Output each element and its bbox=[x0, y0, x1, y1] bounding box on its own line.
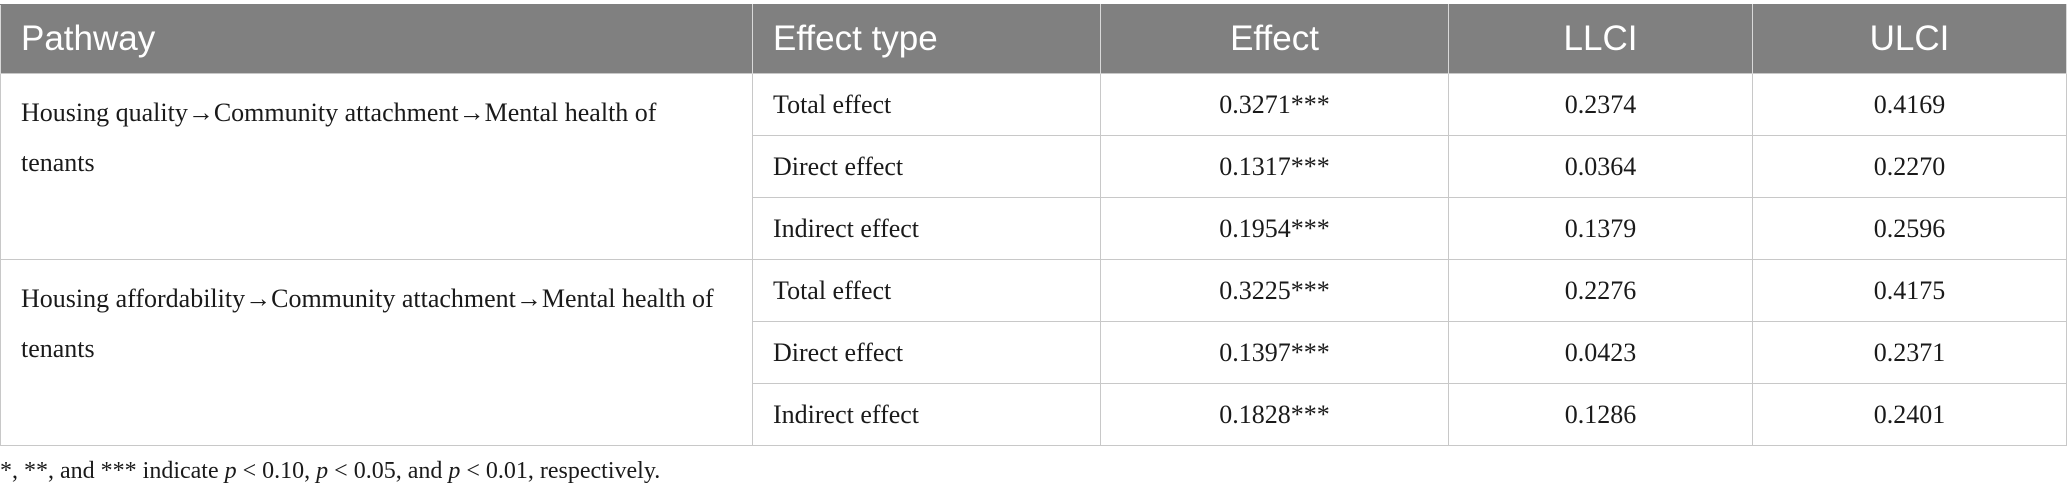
table-footnote: *, **, and *** indicate p < 0.10, p < 0.… bbox=[0, 458, 660, 485]
ulci-cell: 0.2371 bbox=[1752, 321, 2067, 384]
header-llci: LLCI bbox=[1448, 4, 1753, 74]
llci-cell: 0.1379 bbox=[1448, 197, 1753, 260]
effect-cell: 0.1397*** bbox=[1100, 321, 1449, 384]
effect-cell: 0.3271*** bbox=[1100, 73, 1449, 136]
table-row: Housing affordability→Community attachme… bbox=[0, 259, 2067, 446]
llci-cell: 0.2276 bbox=[1448, 259, 1753, 322]
pathway-cell: Housing quality→Community attachment→Men… bbox=[0, 73, 753, 260]
footnote-text: < 0.01, respectively. bbox=[460, 458, 661, 484]
footnote-text: < 0.10, bbox=[236, 458, 317, 484]
ulci-cell: 0.2596 bbox=[1752, 197, 2067, 260]
effect-type-cell: Direct effect bbox=[752, 321, 1101, 384]
ulci-cell: 0.4175 bbox=[1752, 259, 2067, 322]
effect-cell: 0.1317*** bbox=[1100, 135, 1449, 198]
effect-cell: 0.1828*** bbox=[1100, 383, 1449, 446]
footnote-p-symbol: p bbox=[448, 458, 461, 484]
table-row: Direct effect 0.1397*** 0.0423 0.2371 bbox=[1, 321, 2067, 384]
ulci-cell: 0.2270 bbox=[1752, 135, 2067, 198]
effect-type-cell: Indirect effect bbox=[752, 383, 1101, 446]
footnote-text: *, **, and *** indicate bbox=[0, 458, 225, 484]
footnote-text: < 0.05, and bbox=[328, 458, 449, 484]
table-row: Indirect effect 0.1828*** 0.1286 0.2401 bbox=[1, 383, 2067, 446]
effect-type-cell: Total effect bbox=[752, 73, 1101, 136]
header-ulci: ULCI bbox=[1752, 4, 2067, 74]
pathway-cell: Housing affordability→Community attachme… bbox=[0, 259, 753, 446]
mediation-effects-table: Pathway Effect type Effect LLCI ULCI Hou… bbox=[0, 4, 2067, 446]
effect-cell: 0.3225*** bbox=[1100, 259, 1449, 322]
footnote-p-symbol: p bbox=[224, 458, 237, 484]
llci-cell: 0.0364 bbox=[1448, 135, 1753, 198]
footnote-p-symbol: p bbox=[316, 458, 329, 484]
results-table-container: Pathway Effect type Effect LLCI ULCI Hou… bbox=[0, 4, 2067, 446]
effect-type-cell: Indirect effect bbox=[752, 197, 1101, 260]
effect-cell: 0.1954*** bbox=[1100, 197, 1449, 260]
table-row: Housing quality→Community attachment→Men… bbox=[0, 73, 2067, 260]
ulci-cell: 0.2401 bbox=[1752, 383, 2067, 446]
header-effect: Effect bbox=[1100, 4, 1449, 74]
header-effect-type: Effect type bbox=[752, 4, 1101, 74]
llci-cell: 0.2374 bbox=[1448, 73, 1753, 136]
effect-type-cell: Direct effect bbox=[752, 135, 1101, 198]
llci-cell: 0.0423 bbox=[1448, 321, 1753, 384]
header-pathway: Pathway bbox=[0, 4, 753, 74]
table-header-row: Pathway Effect type Effect LLCI ULCI bbox=[0, 4, 2067, 74]
effect-type-cell: Total effect bbox=[752, 259, 1101, 322]
llci-cell: 0.1286 bbox=[1448, 383, 1753, 446]
ulci-cell: 0.4169 bbox=[1752, 73, 2067, 136]
